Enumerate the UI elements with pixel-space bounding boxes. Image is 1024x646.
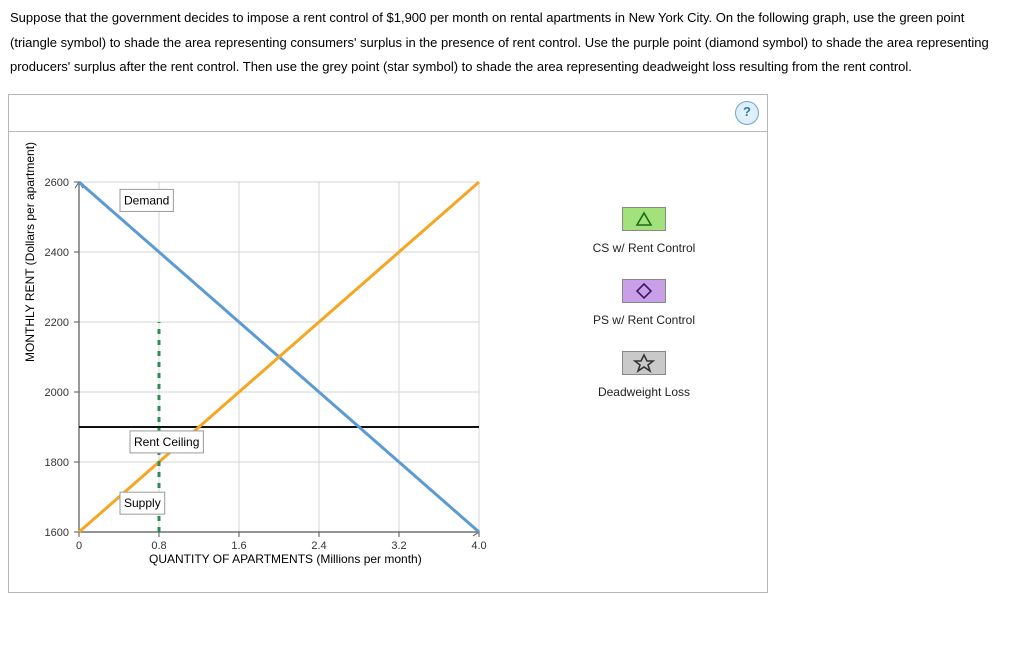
- chart-area[interactable]: 00.81.62.43.24.0160018002000220024002600…: [79, 182, 479, 532]
- legend: CS w/ Rent Control PS w/ Rent Control De…: [549, 207, 739, 423]
- svg-text:Demand: Demand: [124, 193, 169, 207]
- svg-text:2200: 2200: [45, 317, 69, 329]
- dwl-swatch[interactable]: [622, 351, 666, 375]
- svg-text:1600: 1600: [45, 527, 69, 539]
- svg-text:2400: 2400: [45, 247, 69, 259]
- ps-label: PS w/ Rent Control: [549, 313, 739, 327]
- chart-svg[interactable]: 00.81.62.43.24.0160018002000220024002600…: [79, 182, 479, 532]
- ps-swatch[interactable]: [622, 279, 666, 303]
- help-button[interactable]: ?: [735, 101, 759, 125]
- instructions-text: Suppose that the government decides to i…: [0, 0, 1024, 90]
- svg-text:1.6: 1.6: [231, 540, 246, 552]
- svg-text:Rent Ceiling: Rent Ceiling: [134, 435, 199, 449]
- x-axis-label: QUANTITY OF APARTMENTS (Millions per mon…: [149, 552, 422, 566]
- svg-text:0.8: 0.8: [151, 540, 166, 552]
- graph-panel: ? MONTHLY RENT (Dollars per apartment) 0…: [8, 94, 768, 593]
- legend-ps: PS w/ Rent Control: [549, 279, 739, 327]
- svg-text:2.4: 2.4: [311, 540, 326, 552]
- legend-dwl: Deadweight Loss: [549, 351, 739, 399]
- svg-text:2000: 2000: [45, 387, 69, 399]
- dwl-label: Deadweight Loss: [549, 385, 739, 399]
- svg-text:4.0: 4.0: [471, 540, 486, 552]
- svg-text:3.2: 3.2: [391, 540, 406, 552]
- cs-swatch[interactable]: [622, 207, 666, 231]
- panel-body: MONTHLY RENT (Dollars per apartment) 00.…: [9, 132, 767, 592]
- cs-label: CS w/ Rent Control: [549, 241, 739, 255]
- panel-toolbar: ?: [9, 95, 767, 132]
- svg-text:2600: 2600: [45, 177, 69, 189]
- svg-text:Supply: Supply: [124, 496, 161, 510]
- y-axis-label: MONTHLY RENT (Dollars per apartment): [23, 142, 37, 362]
- svg-text:1800: 1800: [45, 457, 69, 469]
- legend-cs: CS w/ Rent Control: [549, 207, 739, 255]
- svg-text:0: 0: [76, 540, 82, 552]
